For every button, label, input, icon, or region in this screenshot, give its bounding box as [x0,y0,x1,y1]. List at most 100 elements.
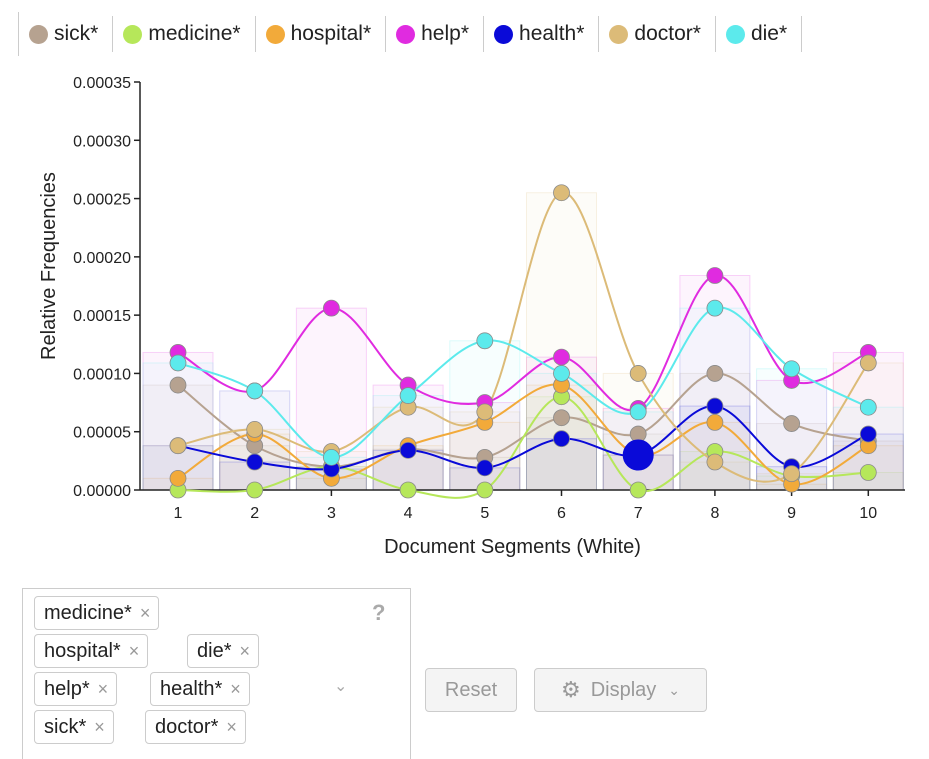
legend-swatch-icon [725,24,745,44]
point-die-10 [859,398,877,416]
term-tag-label: help* [44,677,90,700]
point-die-2 [246,382,264,400]
remove-icon[interactable]: × [94,716,105,737]
point-help-6 [553,348,570,366]
term-legend: sick* medicine* hospital* help* health* … [18,12,929,56]
x-tick-label: 5 [480,505,489,522]
point-health-4 [399,441,417,459]
legend-item-hospital[interactable]: hospital* [256,16,387,52]
legend-swatch-icon [29,24,48,44]
point-sick-1 [169,376,187,394]
point-medicine-10 [859,464,877,481]
gear-icon: ⚙ [560,677,581,702]
term-tag-die[interactable]: die* × [187,634,259,668]
legend-item-health[interactable]: health* [484,16,600,52]
legend-item-doctor[interactable]: doctor* [599,16,716,52]
series-line-doctor [177,191,870,483]
legend-item-die[interactable]: die* [716,16,803,52]
x-tick-label: 9 [787,505,796,522]
y-tick-label: 0.00000 [73,483,131,500]
remove-icon[interactable]: × [139,602,151,623]
point-medicine-7 [629,481,647,499]
remove-icon[interactable]: × [239,640,250,661]
point-help-3 [322,299,340,317]
legend-item-sick[interactable]: sick* [19,16,114,52]
legend-item-medicine[interactable]: medicine* [113,16,256,52]
series-line-health [177,405,869,471]
reset-button[interactable]: Reset [425,668,517,712]
y-tick-label: 0.00035 [73,75,131,92]
legend-label: hospital* [290,22,372,45]
point-health-6 [553,430,570,448]
legend-swatch-icon [265,24,285,44]
terms-selector[interactable] [22,588,411,759]
legend-label: medicine* [148,22,241,45]
term-tag-help[interactable]: help* × [34,672,118,706]
x-tick-label: 7 [634,505,643,522]
legend-item-help[interactable]: help* [386,16,485,52]
y-axis-label: Relative Frequencies [38,172,60,360]
chevron-down-icon[interactable]: ⌄ [334,678,348,695]
point-hospital-1 [169,469,187,487]
point-doctor-7 [629,365,647,382]
point-die-1 [169,354,187,372]
series-line-sick [177,372,869,468]
point-doctor-6 [553,184,570,202]
bar-help-1 [142,351,214,491]
remove-icon[interactable]: × [226,716,237,737]
term-tag-label: sick* [44,715,87,738]
point-die-4 [399,387,417,404]
point-doctor-9 [783,465,800,483]
x-tick-label: 1 [174,505,183,522]
remove-icon[interactable]: × [128,640,140,661]
point-die-6 [553,365,570,382]
remove-icon[interactable]: × [97,678,109,699]
help-icon[interactable]: ? [372,600,386,625]
point-medicine-4 [399,481,417,499]
point-medicine-5 [476,481,494,499]
legend-label: help* [421,22,470,45]
point-die-7 [629,403,647,421]
term-tag-label: die* [197,639,232,662]
point-doctor-10 [859,354,877,372]
term-tag-hospital[interactable]: hospital* × [34,634,149,668]
series-line-medicine [177,395,869,499]
term-tag-health[interactable]: health* × [150,672,250,706]
legend-label: doctor* [634,22,701,45]
point-doctor-5 [476,403,494,421]
point-doctor-2 [246,420,264,438]
legend-label: sick* [54,22,99,45]
point-sick-8 [706,365,724,382]
point-doctor-8 [706,453,724,471]
point-sick-6 [553,409,570,427]
term-tag-sick[interactable]: sick* × [34,710,114,744]
reset-label: Reset [444,678,498,701]
legend-label: die* [750,22,788,45]
term-tag-medicine[interactable]: medicine* × [34,596,160,630]
point-health-10 [859,425,877,443]
x-axis-label: Document Segments (White) [384,536,641,558]
display-button[interactable]: ⚙ Display ⌄ [534,668,707,712]
point-die-5 [476,332,494,350]
legend-swatch-icon [609,24,629,44]
term-tag-label: hospital* [44,639,121,662]
x-tick-label: 10 [859,505,877,522]
point-health-7 [622,439,654,471]
x-tick-label: 8 [710,505,719,522]
series-line-hospital [177,383,869,486]
legend-swatch-icon [123,24,143,44]
x-tick-label: 2 [250,505,259,522]
y-tick-label: 0.00015 [73,308,131,325]
y-tick-label: 0.00010 [73,366,131,383]
term-tag-doctor[interactable]: doctor* × [145,710,246,744]
point-doctor-1 [169,437,187,455]
y-tick-label: 0.00025 [73,192,131,209]
x-tick-label: 6 [557,505,566,522]
term-tag-label: medicine* [44,601,132,624]
y-tick-label: 0.00030 [73,133,131,150]
point-medicine-2 [246,481,264,499]
trends-chart: 0.00000 0.00005 0.00010 0.00015 0.00020 0.000… [38,75,905,558]
x-tick-label: 4 [404,505,413,522]
series-line-help [177,274,869,412]
remove-icon[interactable]: × [230,678,241,699]
